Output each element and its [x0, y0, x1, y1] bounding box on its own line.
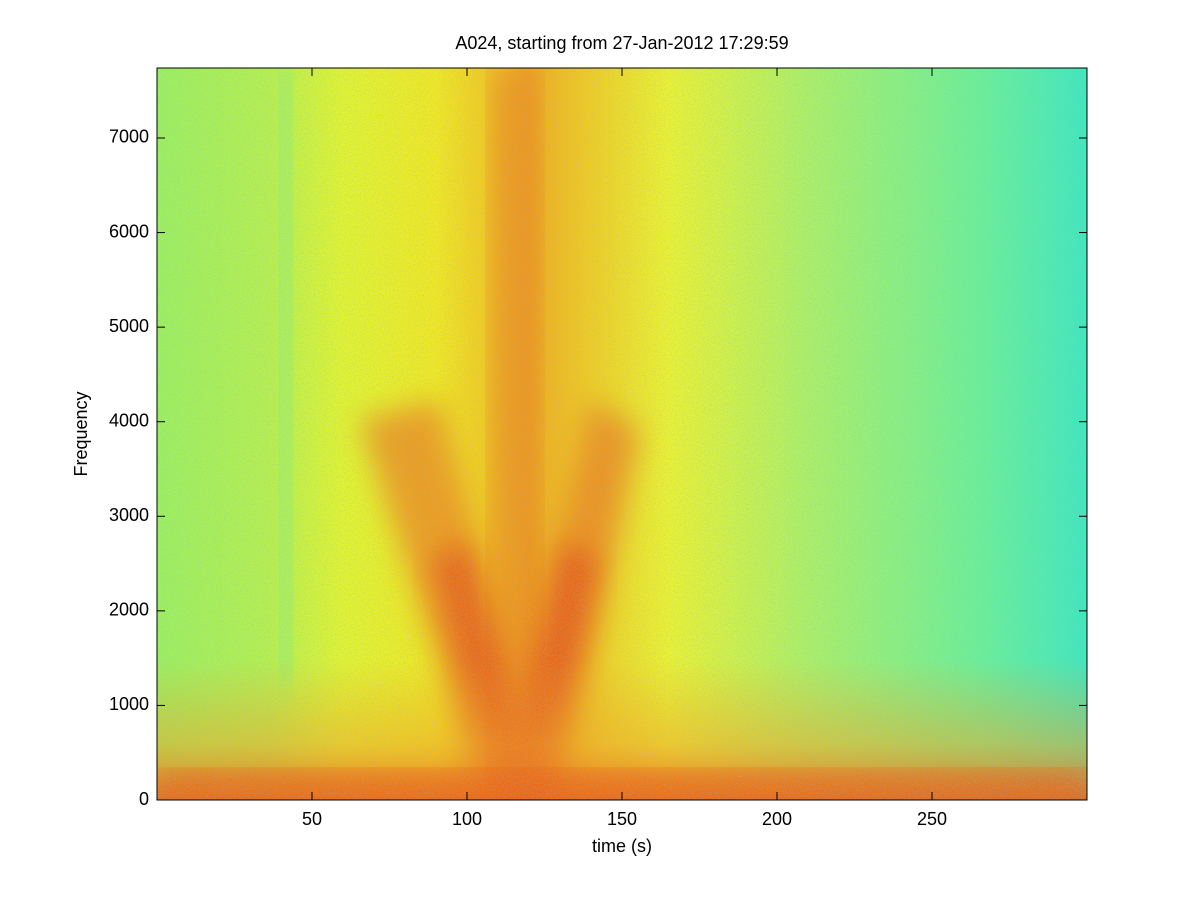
y-tick-label: 6000 — [109, 221, 149, 241]
y-tick-label: 4000 — [109, 410, 149, 430]
x-tick-label: 50 — [302, 809, 322, 829]
y-tick-label: 5000 — [109, 316, 149, 336]
y-tick-label: 2000 — [109, 600, 149, 620]
spectrogram-image — [157, 68, 1087, 800]
y-tick-label: 7000 — [109, 127, 149, 147]
y-tick-label: 3000 — [109, 505, 149, 525]
x-tick-label: 100 — [452, 809, 482, 829]
y-axis-label: Frequency — [71, 391, 91, 476]
x-tick-label: 200 — [762, 809, 792, 829]
x-axis-label: time (s) — [592, 836, 652, 856]
x-tick-label: 150 — [607, 809, 637, 829]
x-tick-label: 250 — [917, 809, 947, 829]
chart-title: A024, starting from 27-Jan-2012 17:29:59 — [455, 33, 788, 53]
y-tick-label: 0 — [139, 789, 149, 809]
y-tick-label: 1000 — [109, 694, 149, 714]
